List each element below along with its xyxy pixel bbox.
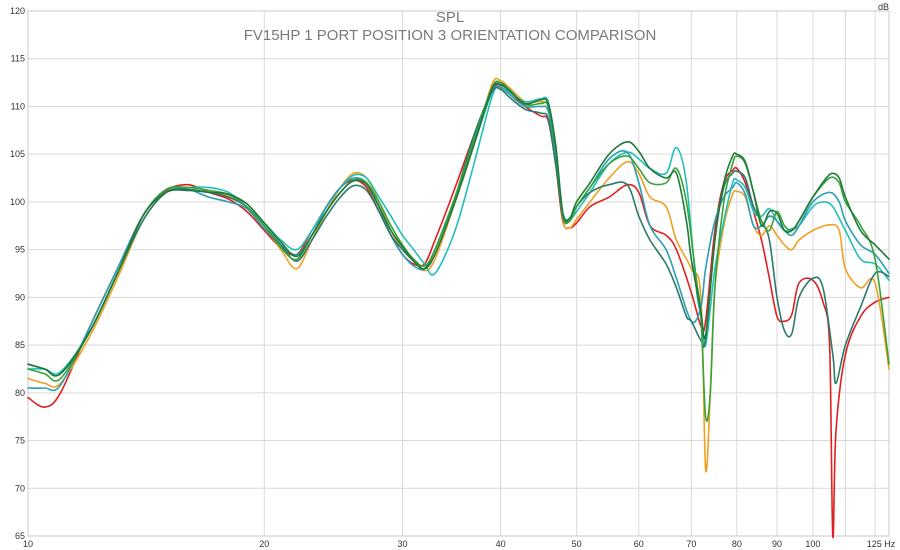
x-tick-label: 20 <box>259 539 269 549</box>
y-tick-label: 120 <box>10 6 25 16</box>
y-tick-label: 95 <box>15 245 25 255</box>
y-tick-label: 80 <box>15 388 25 398</box>
x-tick-label: 60 <box>634 539 644 549</box>
series-lines <box>27 77 890 539</box>
y-tick-label: 105 <box>10 149 25 159</box>
y-tick-label: 100 <box>10 197 25 207</box>
y-tick-label: 115 <box>11 54 25 64</box>
y-tick-label: 70 <box>15 483 25 493</box>
chart-title: SPL <box>436 9 464 26</box>
x-tick-label: 40 <box>496 539 506 549</box>
x-tick-label: 30 <box>398 539 408 549</box>
x-tick-label: 125 Hz <box>867 539 896 549</box>
y-tick-label: 90 <box>15 292 25 302</box>
y-tick-labels: 65 70 75 80 85 90 95 100 105 110 115 120 <box>10 6 25 541</box>
y-tick-label: 75 <box>15 436 25 446</box>
series-line-7 <box>27 82 890 377</box>
y-tick-label: 110 <box>11 101 25 111</box>
x-tick-label: 80 <box>732 539 742 549</box>
x-tick-label: 70 <box>686 539 696 549</box>
x-tick-label: 50 <box>572 539 582 549</box>
x-tick-label: 100 <box>805 539 820 549</box>
y-tick-label: 65 <box>15 531 25 541</box>
y-tick-label: 85 <box>15 340 25 350</box>
chart-subtitle: FV15HP 1 PORT POSITION 3 ORIENTATION COM… <box>244 27 657 44</box>
x-tick-label: 90 <box>772 539 782 549</box>
y-axis-label: dB <box>878 2 889 12</box>
x-tick-label: 10 <box>23 539 33 549</box>
x-tick-labels: 10 20 30 40 50 60 70 80 90 100 125 Hz <box>23 539 896 549</box>
